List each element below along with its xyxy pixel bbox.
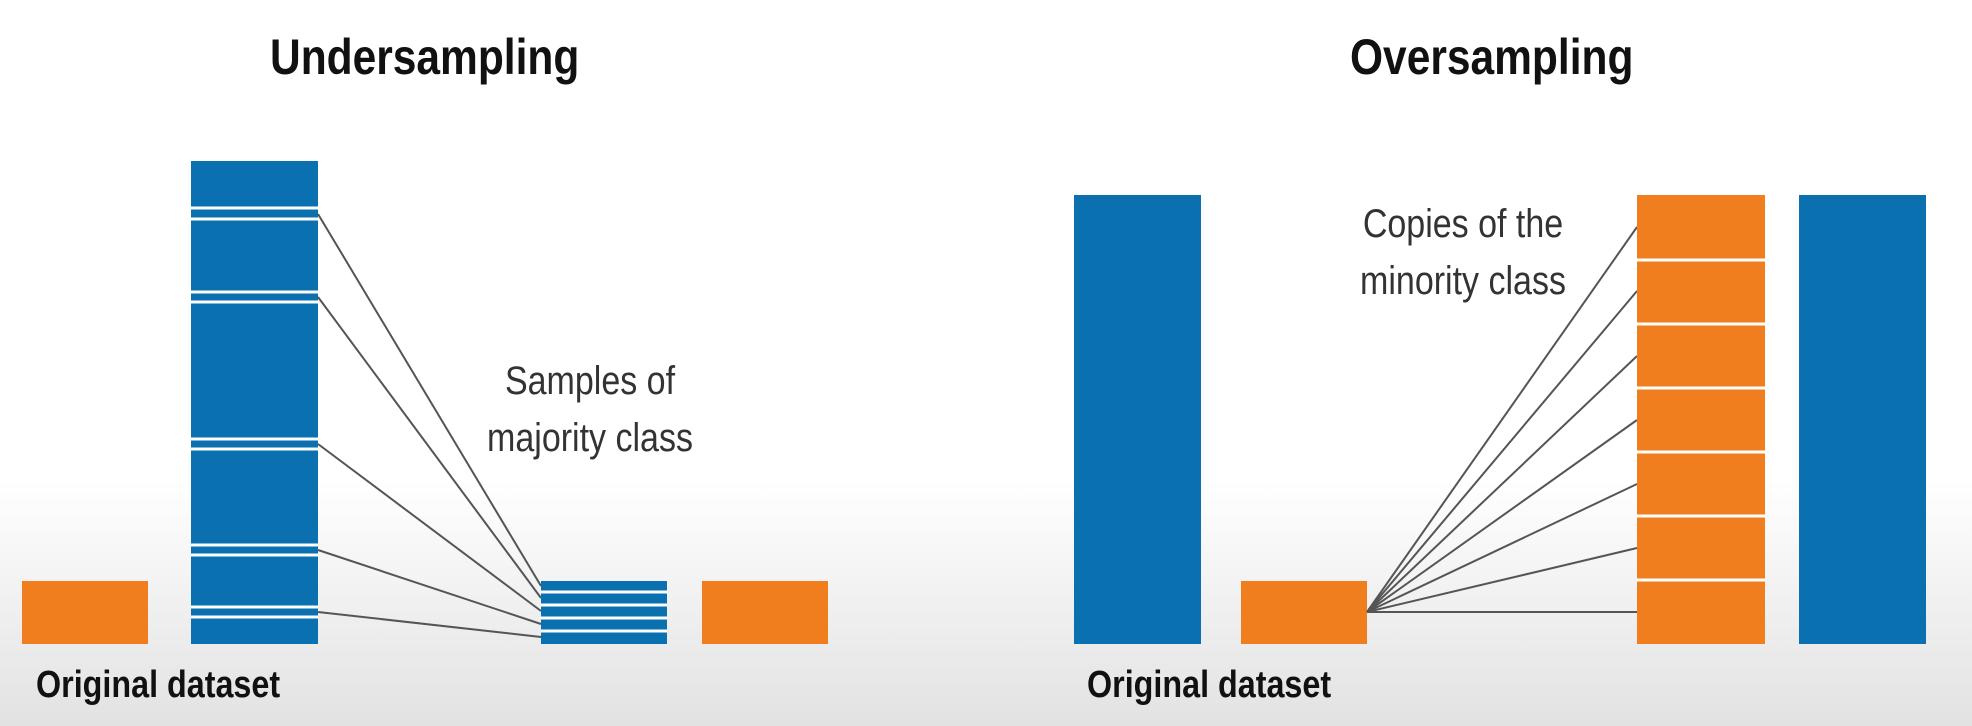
copy-dividers: [1637, 258, 1765, 582]
connector-line: [1366, 226, 1638, 613]
connector-line: [1366, 290, 1638, 613]
undersampling-caption: Original dataset: [36, 664, 281, 706]
undersampled-dividers: [541, 590, 667, 633]
connector-line: [1366, 547, 1638, 613]
copy-connectors: [1366, 226, 1638, 613]
undersampling-panel: [22, 161, 828, 644]
undersampled-majority-bar: [541, 581, 667, 644]
connector-line: [1366, 483, 1638, 613]
oversampling-panel: [1074, 195, 1926, 644]
connector-line: [317, 443, 542, 612]
oversampling-note-line-2: minority class: [1360, 259, 1566, 303]
resampled-majority-bar: [1799, 195, 1926, 644]
undersampling-note: Samples of majority class: [480, 353, 701, 467]
connector-line: [317, 611, 542, 638]
connector-line: [317, 213, 542, 587]
connector-line: [317, 549, 542, 625]
connector-line: [1366, 419, 1638, 613]
oversampled-minority-bar: [1637, 195, 1765, 644]
oversampling-note: Copies of the minority class: [1344, 196, 1582, 310]
original-majority-bar: [1074, 195, 1201, 644]
majority-sample-markers: [191, 206, 318, 619]
undersampling-note-line-1: Samples of: [504, 359, 676, 403]
undersampling-note-line-2: majority class: [487, 416, 693, 460]
connector-line: [1366, 355, 1638, 613]
connector-line: [317, 296, 542, 599]
original-minority-bar: [1241, 581, 1367, 644]
original-majority-bar: [191, 161, 318, 644]
original-minority-bar: [22, 581, 148, 644]
oversampling-note-line-1: Copies of the: [1362, 202, 1564, 246]
oversampling-title: Oversampling: [1350, 29, 1634, 85]
resampled-minority-bar: [702, 581, 828, 644]
undersampling-title: Undersampling: [270, 29, 580, 85]
oversampling-caption: Original dataset: [1087, 664, 1332, 706]
sample-connectors: [317, 213, 542, 638]
